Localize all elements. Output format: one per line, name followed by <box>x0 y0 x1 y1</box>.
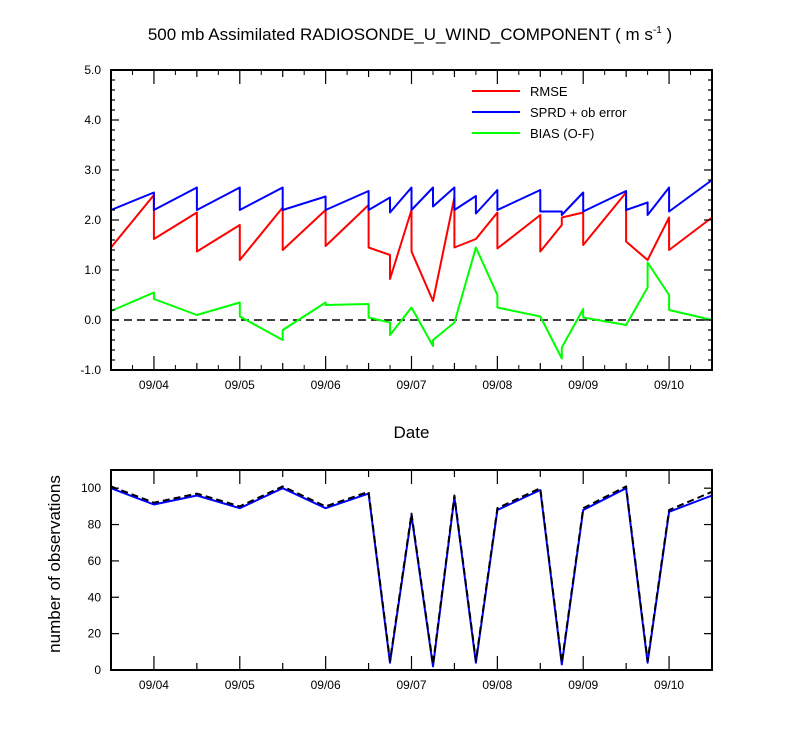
series-line-observations-possible <box>110 485 713 666</box>
x-tick-label: 09/06 <box>311 378 341 392</box>
y-axis-label: number of observations <box>45 475 64 653</box>
x-tick-label: 09/07 <box>396 378 426 392</box>
x-tick-label: 09/08 <box>482 378 512 392</box>
x-axis-label: Date <box>394 423 430 442</box>
x-tick-label: 09/08 <box>482 678 512 692</box>
legend-label: BIAS (O-F) <box>530 126 594 141</box>
y-tick-label: 0.0 <box>84 313 101 327</box>
top-series-group <box>110 179 713 360</box>
x-tick-label: 09/06 <box>311 678 341 692</box>
series-line-sprd-ob-error <box>110 179 713 216</box>
y-tick-label: 40 <box>88 590 102 604</box>
legend: RMSE SPRD + ob error BIAS (O-F) <box>472 84 627 141</box>
y-tick-label: 100 <box>81 481 101 495</box>
x-tick-label: 09/10 <box>654 678 684 692</box>
y-tick-label: 3.0 <box>84 163 101 177</box>
x-tick-label: 09/04 <box>139 678 169 692</box>
bottom-plot-frame <box>110 469 713 671</box>
bottom-ticks-group: 0 20 40 60 80 100 09/04 09/05 09/06 09/07 09/08 09/… <box>81 470 713 692</box>
y-tick-label: 0 <box>94 663 101 677</box>
y-tick-label: 4.0 <box>84 113 101 127</box>
bottom-panel: 0 20 40 60 80 100 09/04 09/05 09/06 09/07 09/08 09/… <box>45 469 713 692</box>
legend-label: RMSE <box>530 84 568 99</box>
y-tick-label: 2.0 <box>84 213 101 227</box>
legend-label: SPRD + ob error <box>530 105 627 120</box>
top-panel: -1.0 0.0 1.0 2.0 3.0 4.0 5.0 09/04 09/05 09/06 09/… <box>80 63 713 442</box>
x-tick-label: 09/09 <box>568 378 598 392</box>
y-tick-label: -1.0 <box>80 363 101 377</box>
series-line-bias-o-f <box>110 246 713 360</box>
top-ticks-group: -1.0 0.0 1.0 2.0 3.0 4.0 5.0 09/04 09/05 09/06 09/… <box>80 63 713 392</box>
top-plot-frame <box>110 69 713 371</box>
x-tick-label: 09/05 <box>225 378 255 392</box>
y-tick-label: 5.0 <box>84 63 101 77</box>
chart-title: 500 mb Assimilated RADIOSONDE_U_WIND_COM… <box>148 25 672 44</box>
y-tick-label: 80 <box>88 518 102 532</box>
x-tick-label: 09/07 <box>396 678 426 692</box>
y-tick-label: 20 <box>88 627 102 641</box>
x-tick-label: 09/10 <box>654 378 684 392</box>
x-tick-label: 09/05 <box>225 678 255 692</box>
x-tick-label: 09/09 <box>568 678 598 692</box>
y-tick-label: 1.0 <box>84 263 101 277</box>
y-tick-label: 60 <box>88 554 102 568</box>
x-tick-label: 09/04 <box>139 378 169 392</box>
bottom-series-group <box>110 485 713 668</box>
